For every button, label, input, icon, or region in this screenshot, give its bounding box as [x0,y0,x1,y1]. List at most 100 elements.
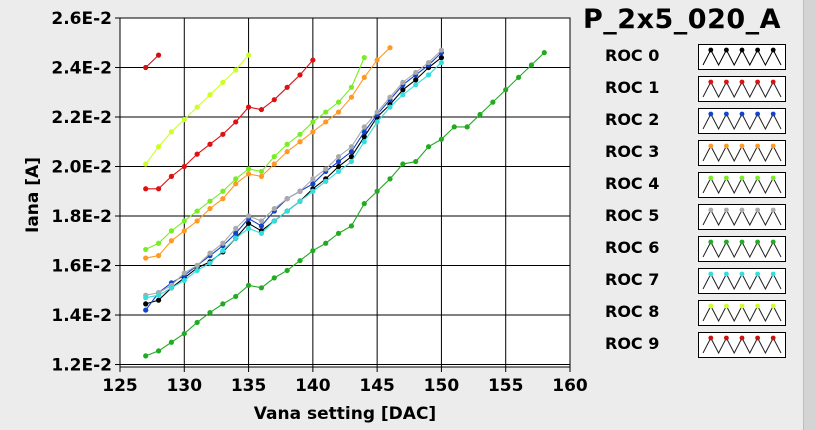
legend-swatch-marker [770,271,776,277]
legend-swatch-graphic [702,207,782,227]
data-point [361,55,367,61]
data-point [323,240,329,246]
data-point [220,79,226,85]
legend-item-roc-8: ROC 8 [593,300,793,326]
data-point [438,136,445,142]
legend-swatch-graphic [702,175,782,195]
legend-swatch-marker [724,111,729,117]
data-point [503,87,509,93]
data-point [361,129,367,135]
data-point [438,59,445,66]
legend-swatch-graphic [702,143,782,163]
data-point [310,119,316,125]
legend-swatch-marker [755,47,760,53]
x-tick-label: 140 [295,376,331,396]
data-point [310,181,316,187]
data-point [181,218,187,224]
data-point [310,188,316,194]
data-point [335,158,342,165]
data-point [245,166,252,172]
data-point [168,285,175,291]
series-roc-9 [143,52,162,71]
legend-swatch-marker [770,335,776,341]
data-point [155,292,162,298]
legend-swatch-marker [708,143,714,149]
data-point [323,166,329,172]
x-tick-label: 150 [424,376,460,396]
data-point [207,141,213,147]
x-tick-label: 125 [102,376,138,396]
x-axis-ticks: 125 130 135 140 145 150 155 160 [102,367,588,396]
data-point [207,309,213,316]
legend-swatch-marker [770,111,776,117]
data-point [233,119,239,125]
data-point [284,84,290,90]
legend-label: ROC 6 [605,238,660,257]
data-point [413,82,419,88]
legend-swatch-marker [739,335,745,341]
data-point [233,293,239,300]
data-point [464,124,470,130]
y-axis-label: Iana [A] [23,157,43,233]
legend-swatch [698,268,786,294]
vertical-scrollbar[interactable] [803,0,815,430]
legend-swatch-graphic [702,79,782,99]
data-point [245,282,252,288]
y-tick-label: 1.8E-2 [51,207,112,227]
data-point [207,260,213,266]
legend-swatch-marker [708,335,714,341]
legend-swatch-marker [708,175,714,181]
data-point [400,79,406,85]
legend-swatch-marker [755,271,760,277]
data-point [194,319,200,326]
data-point [335,163,342,170]
y-tick-label: 2.2E-2 [51,108,112,128]
data-point [168,173,175,180]
legend-label: ROC 5 [605,206,660,225]
series-layer [143,45,547,359]
legend-swatch-marker [724,79,729,85]
data-point [425,144,432,150]
y-tick-label: 1.6E-2 [51,257,112,277]
data-point [335,230,342,236]
legend-swatch-marker [770,47,776,53]
data-point [233,181,239,187]
data-point [348,84,355,90]
legend-swatch-marker [724,335,729,341]
data-point [387,94,393,100]
legend-swatch-marker [708,111,714,117]
legend-label: ROC 3 [605,142,660,161]
series-line-roc-7 [145,62,442,299]
data-point [143,246,149,253]
data-point [310,129,316,135]
data-point [387,45,393,51]
data-point [258,168,265,175]
legend-swatch-marker [724,47,729,53]
x-axis-label: Vana setting [DAC] [254,404,436,424]
data-point [297,72,303,78]
y-tick-label: 2.0E-2 [51,158,112,178]
data-point [155,240,162,246]
data-point [361,139,367,145]
data-point [181,116,187,123]
data-point [258,173,265,180]
series-roc-1 [143,57,316,192]
legend-label: ROC 4 [605,174,660,193]
data-point [515,74,522,81]
series-roc-3 [143,45,393,261]
data-point [323,109,329,115]
data-point [297,139,303,145]
legend-item-roc-3: ROC 3 [593,140,793,166]
legend-label: ROC 7 [605,270,660,289]
data-point [181,163,187,170]
legend-swatch-marker [724,175,729,181]
data-point [168,339,175,345]
legend-swatch-marker [739,271,745,277]
legend-swatch-marker [755,175,760,181]
data-point [245,220,252,227]
data-point [271,161,277,167]
data-point [271,218,277,224]
legend-swatch-marker [708,239,714,245]
data-point [387,104,393,110]
legend-item-roc-6: ROC 6 [593,236,793,262]
